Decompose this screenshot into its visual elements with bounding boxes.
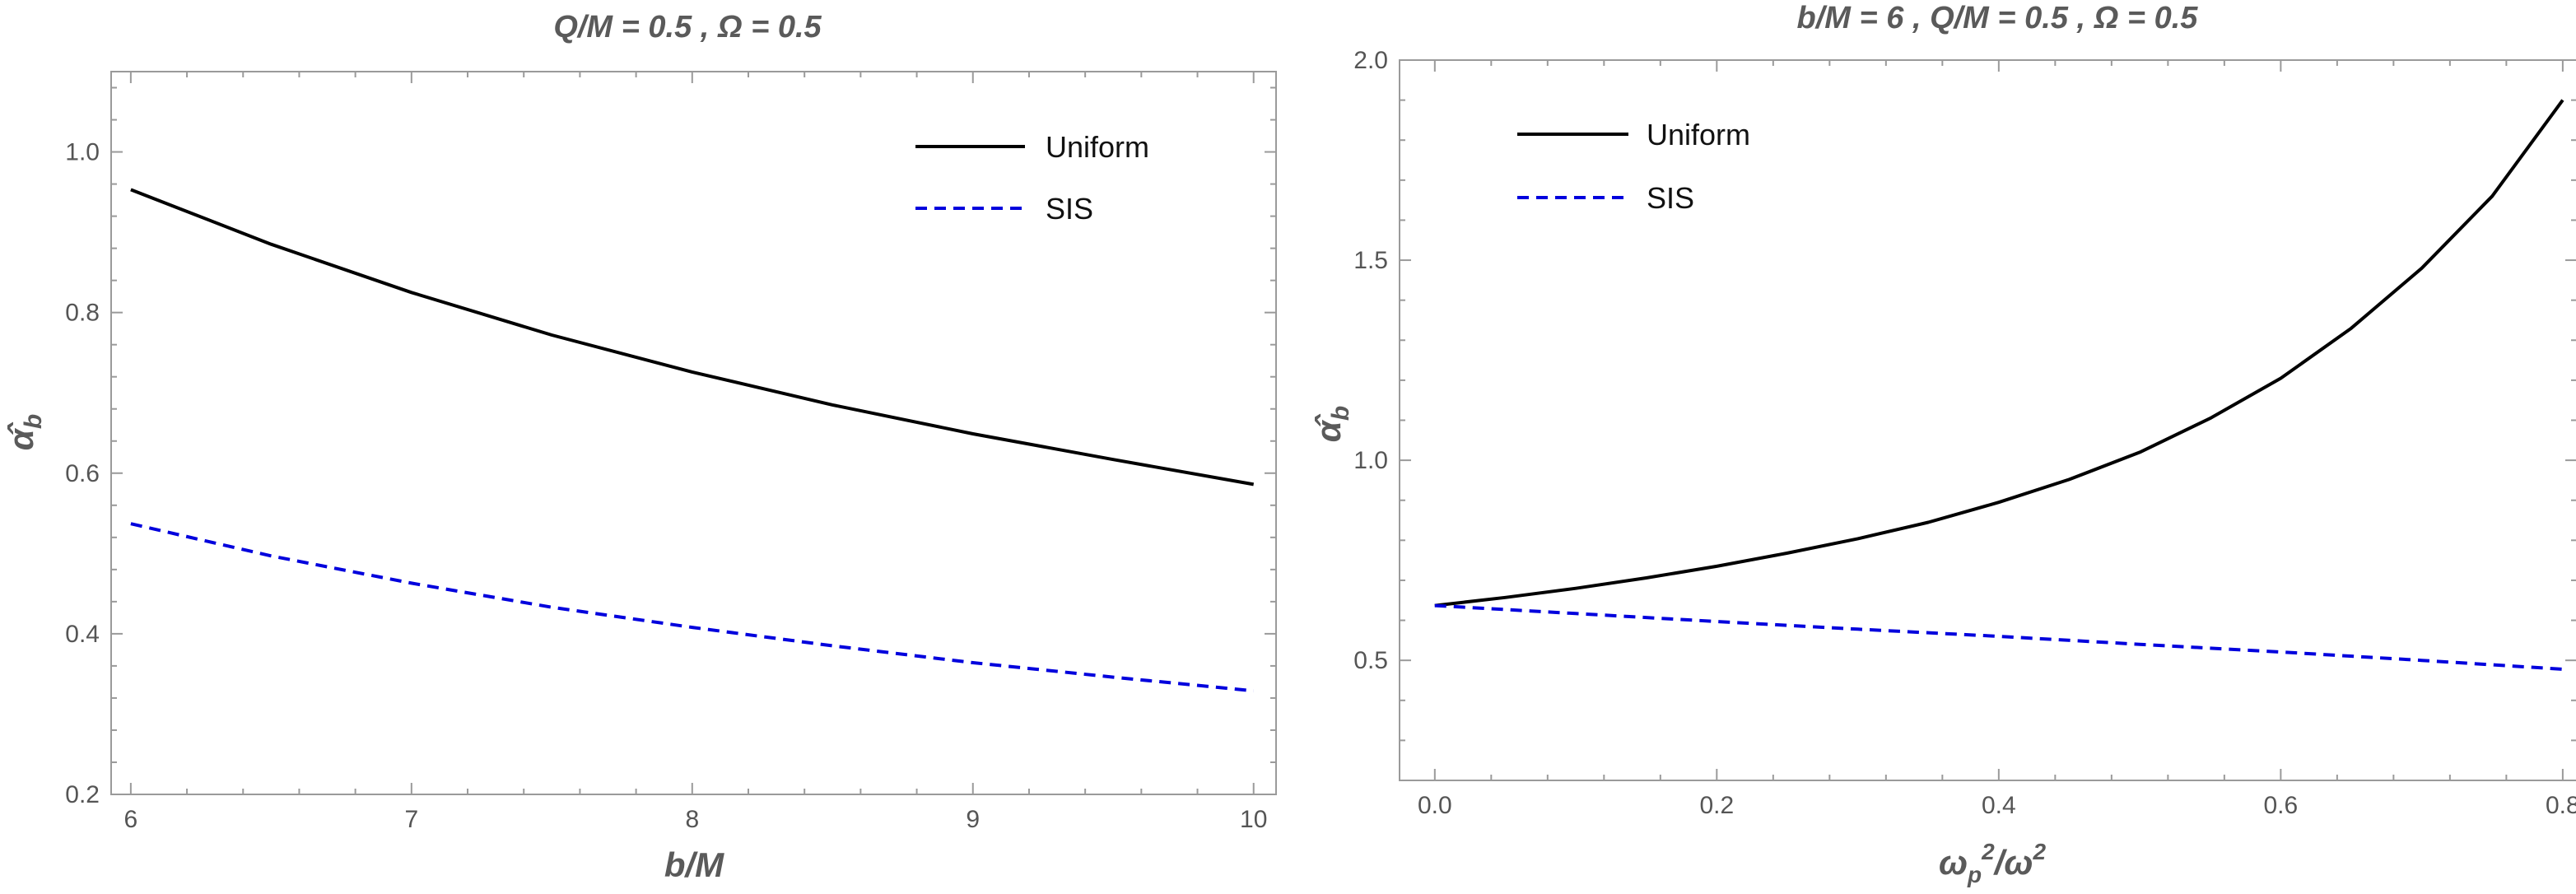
x-tick-label: 0.4 xyxy=(1982,792,2016,819)
left-y-axis-subscript: b xyxy=(20,414,47,429)
x-tick-label: 10 xyxy=(1240,806,1267,833)
left-legend-uniform-label: Uniform xyxy=(1046,130,1149,164)
x-tick-label: 0.6 xyxy=(2264,792,2299,819)
left-y-axis-label: α̂b xyxy=(2,414,47,450)
right-ticks xyxy=(1400,59,2576,781)
right-y-axis-label: α̂b xyxy=(1309,406,1354,442)
y-tick-label: 0.6 xyxy=(65,460,100,487)
left-legend-sis-label: SIS xyxy=(1046,192,1093,226)
right-legend-sis-label: SIS xyxy=(1647,181,1694,215)
right-series xyxy=(1434,99,2564,671)
x-tick-label: 9 xyxy=(966,806,980,833)
right-x-axis-label: ωp2/ω2 xyxy=(1939,839,2046,887)
right-plot-frame xyxy=(1399,59,2576,781)
y-tick-label: 0.2 xyxy=(65,781,100,808)
series-line-sis xyxy=(130,522,1254,693)
left-ticks xyxy=(111,72,1276,795)
series-line-sis xyxy=(1434,603,2564,671)
y-tick-label: 0.5 xyxy=(1353,647,1388,674)
x-tick-label: 0.2 xyxy=(1699,792,1734,819)
y-tick-label: 2.0 xyxy=(1353,47,1388,74)
right-chart: b/M = 6 , Q/M = 0.5 , Ω = 0.5 0.0 0.2 0.4 0… xyxy=(1309,1,2576,887)
left-series xyxy=(130,188,1255,693)
right-tick-labels: 0.0 0.2 0.4 0.6 0.8 0.5 1.0 1.5 2.0 xyxy=(1353,47,2576,819)
left-legend: Uniform SIS xyxy=(915,130,1149,226)
right-y-axis-subscript: b xyxy=(1327,406,1354,421)
right-legend: Uniform SIS xyxy=(1517,118,1750,215)
svg-text:α̂b: α̂b xyxy=(1309,406,1354,442)
series-line-uniform xyxy=(1434,99,2564,608)
x-tick-label: 0.8 xyxy=(2546,792,2576,819)
right-chart-title: b/M = 6 , Q/M = 0.5 , Ω = 0.5 xyxy=(1797,1,2199,35)
x-tick-label: 0.0 xyxy=(1418,792,1452,819)
y-tick-label: 0.4 xyxy=(65,621,100,648)
svg-text:α̂b: α̂b xyxy=(2,414,47,450)
x-tick-label: 8 xyxy=(685,806,699,833)
x-tick-label: 6 xyxy=(124,806,138,833)
y-tick-label: 0.8 xyxy=(65,300,100,327)
left-chart: Q/M = 0.5 , Ω = 0.5 6 7 8 9 10 0.2 0.4 0.6 0.8 1.… xyxy=(2,10,1277,884)
y-tick-label: 1.0 xyxy=(1353,447,1388,474)
left-plot-frame xyxy=(110,71,1277,795)
right-legend-uniform-label: Uniform xyxy=(1647,118,1750,151)
y-tick-label: 1.5 xyxy=(1353,247,1388,274)
left-tick-labels: 6 7 8 9 10 0.2 0.4 0.6 0.8 1.0 xyxy=(65,139,1267,833)
y-tick-label: 1.0 xyxy=(65,139,100,166)
left-chart-title: Q/M = 0.5 , Ω = 0.5 xyxy=(553,10,822,44)
left-x-axis-label: b/M xyxy=(664,845,724,884)
series-line-uniform xyxy=(130,188,1255,487)
x-tick-label: 7 xyxy=(404,806,418,833)
